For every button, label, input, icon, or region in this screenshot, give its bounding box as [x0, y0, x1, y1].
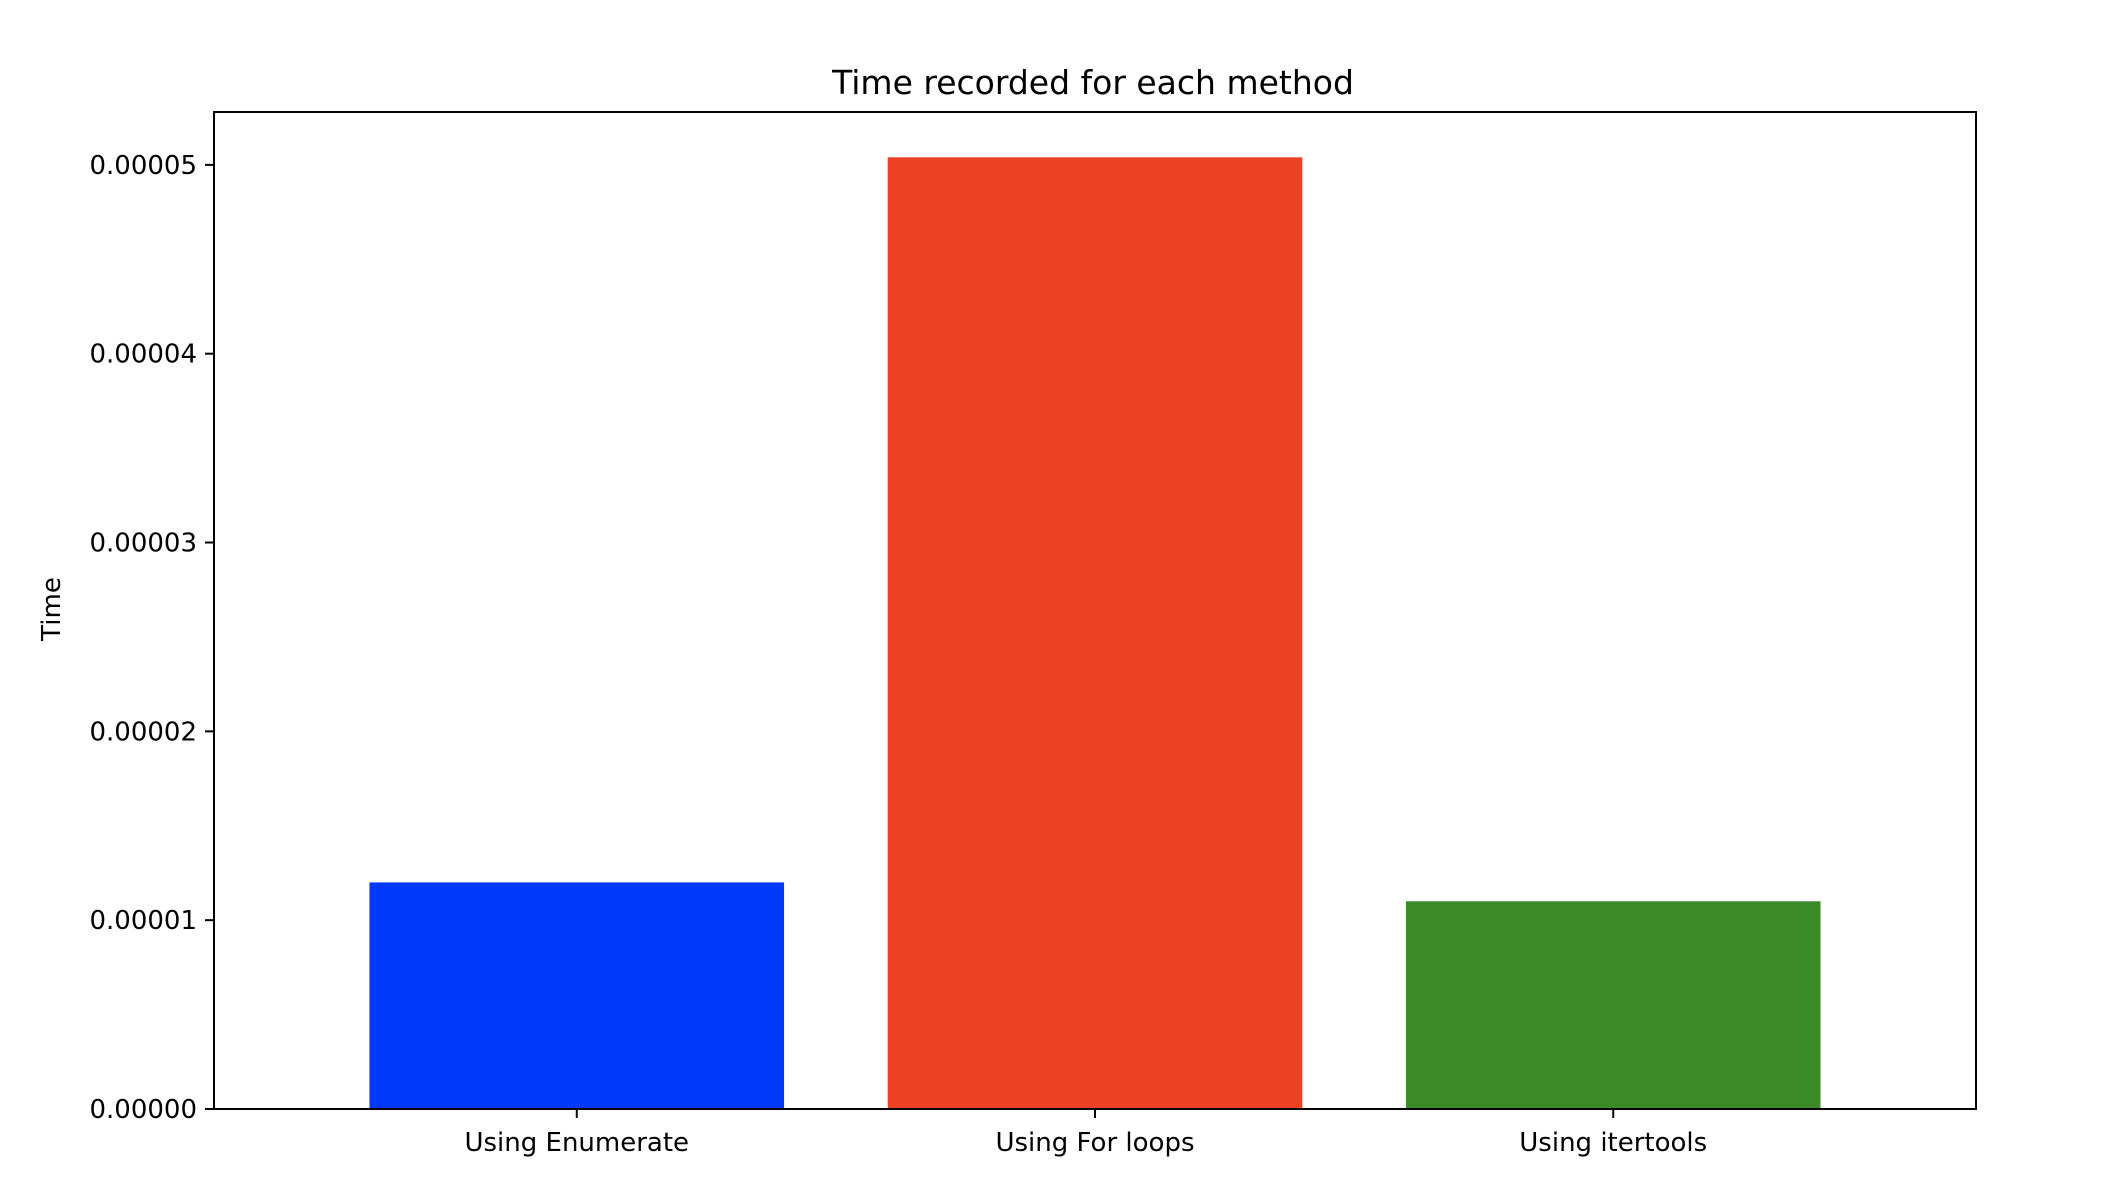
y-axis-ticks: 0.00000 0.00001 0.00002 0.00003 0.00004 0.000… — [89, 151, 214, 1125]
bar-using-enumerate — [369, 882, 785, 1109]
bar-using-itertools — [1405, 901, 1821, 1109]
plot-area-frame — [213, 111, 1977, 1110]
x-tick-label: Using Enumerate — [464, 1128, 689, 1158]
y-tick-label: 0.00001 — [89, 906, 197, 936]
y-tick-label: 0.00004 — [89, 340, 197, 370]
y-tick-label: 0.00003 — [89, 529, 197, 559]
y-axis-label: Time — [37, 577, 67, 642]
y-tick-label: 0.00002 — [89, 717, 197, 747]
y-tick-label: 0.00005 — [89, 151, 197, 181]
chart-title: Time recorded for each method — [831, 63, 1354, 102]
x-tick-label: Using For loops — [995, 1128, 1194, 1158]
y-tick-label: 0.00000 — [89, 1095, 197, 1125]
x-tick-label: Using itertools — [1519, 1128, 1707, 1158]
bar-using-for-loops — [887, 157, 1303, 1109]
x-axis-ticks: Using Enumerate Using For loops Using iter… — [464, 1109, 1707, 1158]
bars-group — [369, 157, 1821, 1109]
